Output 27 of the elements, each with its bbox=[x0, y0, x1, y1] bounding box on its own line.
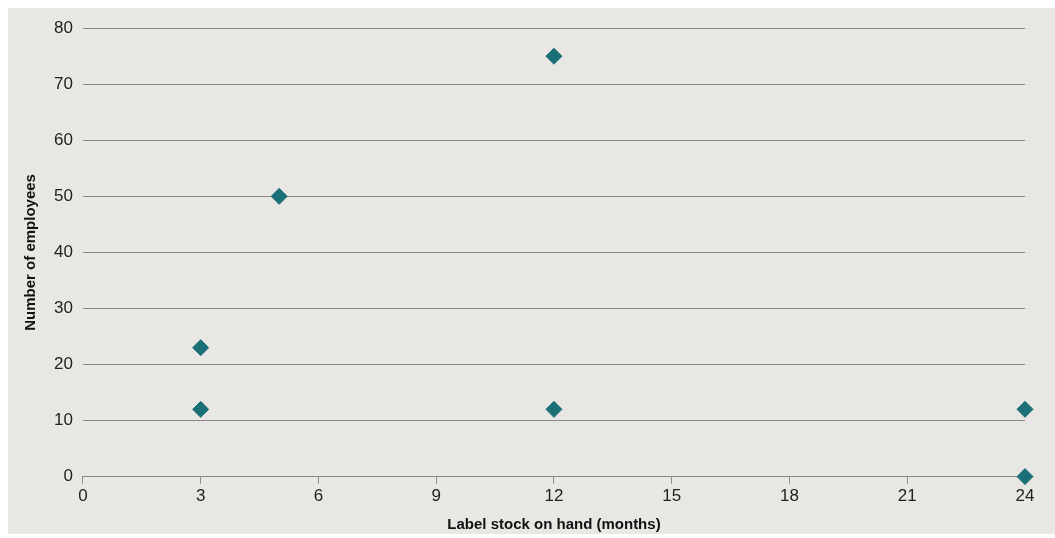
point bbox=[192, 400, 210, 418]
y-tick-label: 50 bbox=[53, 186, 73, 206]
y-axis-title: Number of employees bbox=[21, 174, 39, 331]
x-axis-title: Label stock on hand (months) bbox=[447, 515, 661, 533]
point bbox=[1016, 468, 1034, 486]
x-tick-label: 21 bbox=[897, 486, 917, 506]
x-tick-label: 15 bbox=[662, 486, 682, 506]
point bbox=[545, 47, 563, 65]
y-tick-label: 60 bbox=[53, 129, 73, 149]
point bbox=[1016, 400, 1034, 418]
x-tick-label: 3 bbox=[195, 486, 206, 506]
y-tick-label: 30 bbox=[53, 298, 73, 318]
x-tick-label: 0 bbox=[78, 486, 88, 506]
x-tick-label: 6 bbox=[313, 486, 324, 506]
x-tick-label: 18 bbox=[780, 486, 799, 506]
x-tick-label: 12 bbox=[544, 486, 564, 506]
point bbox=[270, 187, 288, 205]
y-tick-label: 40 bbox=[53, 242, 73, 262]
point bbox=[545, 400, 563, 418]
point bbox=[192, 339, 210, 357]
x-tick-label: 24 bbox=[1015, 486, 1035, 506]
y-tick-label: 0 bbox=[63, 466, 73, 486]
y-tick-label: 20 bbox=[53, 354, 73, 374]
y-tick-label: 80 bbox=[53, 17, 73, 37]
x-tick-label: 9 bbox=[431, 486, 441, 506]
y-tick-label: 10 bbox=[53, 410, 73, 430]
y-tick-label: 70 bbox=[53, 73, 73, 93]
